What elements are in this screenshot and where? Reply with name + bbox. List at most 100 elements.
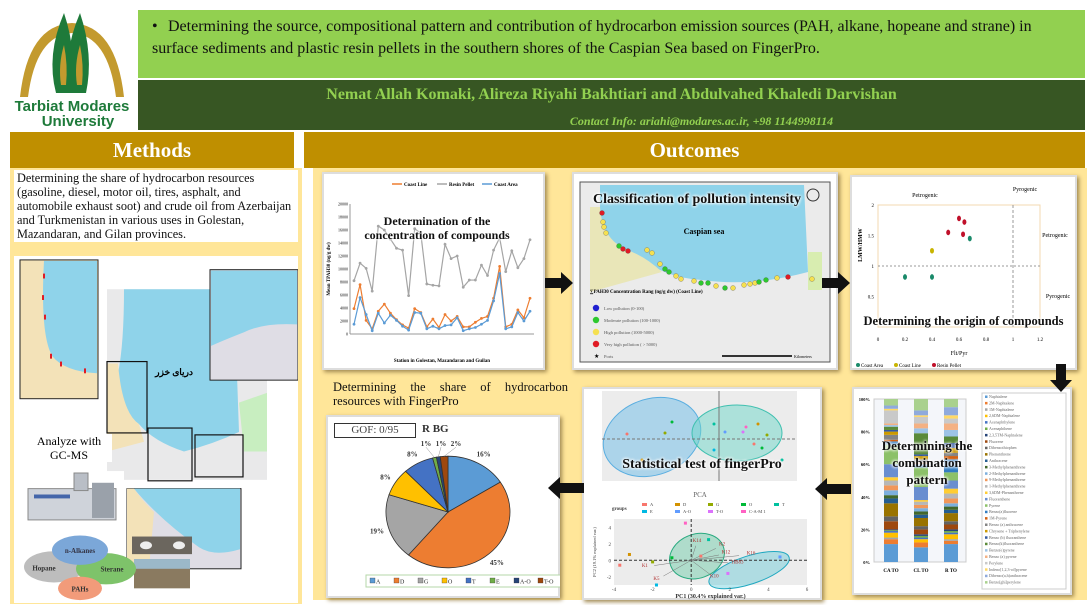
inset-map-3 bbox=[19, 259, 99, 400]
station-marker bbox=[616, 243, 622, 249]
bar-segment bbox=[914, 504, 928, 509]
legend-label: D bbox=[683, 502, 687, 507]
legend-label: Benzo (a) anthracene bbox=[989, 522, 1023, 527]
bar-segment bbox=[914, 517, 928, 527]
bar-segment bbox=[944, 423, 958, 430]
legend-marker bbox=[592, 316, 600, 324]
legend-label: Benzo(a)fluorene bbox=[989, 509, 1017, 514]
legend-label: Benzo (b) fluoranthene bbox=[989, 535, 1026, 540]
station-marker bbox=[756, 279, 762, 285]
legend-label: Coast Area bbox=[861, 364, 884, 369]
data-point bbox=[962, 219, 967, 225]
bar-segment bbox=[884, 444, 898, 465]
north-arrow-icon bbox=[806, 188, 820, 202]
venn-label: n-Alkanes bbox=[65, 548, 96, 555]
logo-text-line1: Tarbiat Modares bbox=[15, 98, 130, 115]
vector-label: K2 bbox=[719, 542, 726, 547]
x-tick-label: 4 bbox=[767, 588, 770, 593]
vector-label: K14 bbox=[693, 539, 702, 544]
bar-segment bbox=[944, 407, 958, 416]
station-marker bbox=[662, 266, 668, 272]
y-tick-label: 6000 bbox=[340, 293, 348, 298]
station-marker bbox=[785, 274, 791, 280]
legend-swatch bbox=[741, 503, 746, 506]
data-point bbox=[419, 311, 423, 315]
bar-segment bbox=[914, 456, 928, 460]
groups-label: groups bbox=[612, 507, 627, 512]
y-axis-label: LMW/HMW bbox=[858, 228, 864, 262]
legend-label: Acenaphthylene bbox=[989, 420, 1015, 425]
x-tick-label: 2 bbox=[729, 588, 732, 593]
bar-segment bbox=[884, 405, 898, 409]
data-point bbox=[756, 422, 760, 426]
legend-swatch bbox=[985, 433, 988, 437]
loading-vector bbox=[691, 555, 740, 561]
university-logo: Tarbiat Modares University bbox=[8, 5, 136, 130]
x-tick-label: 1.2 bbox=[1037, 338, 1044, 343]
pie-slice bbox=[439, 455, 449, 513]
y-tick-label: 18000 bbox=[338, 215, 348, 220]
station-marker bbox=[763, 277, 769, 283]
data-point bbox=[455, 316, 459, 320]
bar-segment bbox=[944, 513, 958, 522]
bar-segment bbox=[884, 503, 898, 517]
data-point bbox=[358, 296, 362, 299]
origin-caption: Determining the origin of compounds bbox=[863, 314, 1064, 328]
bar-segment bbox=[914, 410, 928, 416]
y-tick-label: 2000 bbox=[340, 319, 348, 324]
data-point bbox=[467, 327, 471, 331]
y-tick-label: 12000 bbox=[338, 254, 348, 259]
series-line bbox=[353, 266, 531, 331]
scale-label: Kilometers bbox=[794, 354, 812, 359]
bar-segment bbox=[944, 480, 958, 489]
data-point bbox=[618, 563, 622, 567]
data-point bbox=[961, 231, 966, 238]
category-label: CA TO bbox=[883, 569, 898, 574]
legend-swatch bbox=[985, 574, 988, 578]
legend-label: 3-Methylphenanthrene bbox=[989, 464, 1026, 469]
legend-swatch bbox=[985, 414, 988, 418]
legend-label: Moderate pollution (100-1000) bbox=[604, 318, 660, 323]
study-area-maps: دریای خزر n-Alkanes Hopane bbox=[14, 256, 298, 603]
bar-segment bbox=[944, 540, 958, 545]
legend-swatch bbox=[441, 577, 448, 584]
legend-label: High pollution (1000-5000) bbox=[604, 330, 654, 335]
data-point bbox=[382, 302, 386, 306]
legend-label: A bbox=[650, 502, 654, 507]
data-point bbox=[492, 248, 495, 252]
origin-panel: 0 0.2 0.4 0.6 0.8 1 1.2 0.5 1 1.5 2 Flt/Pyr LMW/HMW P… bbox=[850, 175, 1077, 370]
legend-swatch bbox=[985, 536, 988, 539]
legend-swatch bbox=[642, 510, 647, 513]
bar-segment bbox=[884, 532, 898, 538]
station-marker bbox=[722, 285, 728, 291]
bar-segment bbox=[914, 415, 928, 417]
y-tick-label: 14000 bbox=[338, 241, 348, 246]
station-marker bbox=[774, 275, 780, 281]
bar-segment bbox=[914, 534, 928, 536]
data-point bbox=[358, 283, 362, 286]
station-marker bbox=[603, 230, 609, 236]
inset-map-1 bbox=[209, 269, 298, 381]
data-point bbox=[498, 265, 502, 268]
legend-swatch bbox=[985, 549, 988, 552]
data-point bbox=[455, 254, 459, 258]
data-point bbox=[401, 248, 404, 252]
data-point bbox=[712, 422, 716, 426]
hydrocarbon-venn-diagram: n-Alkanes Hopane Sterane PAHs bbox=[24, 535, 136, 601]
concentration-caption: Determination of the concentration of co… bbox=[364, 214, 510, 242]
data-point bbox=[625, 432, 629, 436]
station-marker bbox=[620, 246, 626, 252]
bar-segment bbox=[944, 415, 958, 419]
station-marker bbox=[705, 280, 711, 286]
station-marker bbox=[625, 248, 631, 254]
methods-section: Determining the share of hydrocarbon res… bbox=[10, 168, 302, 604]
bar-segment bbox=[944, 539, 958, 541]
arrow-left-icon bbox=[548, 477, 584, 499]
data-point bbox=[389, 313, 392, 317]
bar-segment bbox=[944, 534, 958, 540]
slice-label: 19% bbox=[370, 528, 384, 536]
bar-segment bbox=[944, 399, 958, 408]
pca-biplot: PCA groups A D G O T E A-O T-O C-A-M 1 K1 K5 K12 K2 K16… bbox=[592, 391, 809, 600]
data-point bbox=[480, 322, 483, 326]
station-marker bbox=[649, 250, 655, 256]
